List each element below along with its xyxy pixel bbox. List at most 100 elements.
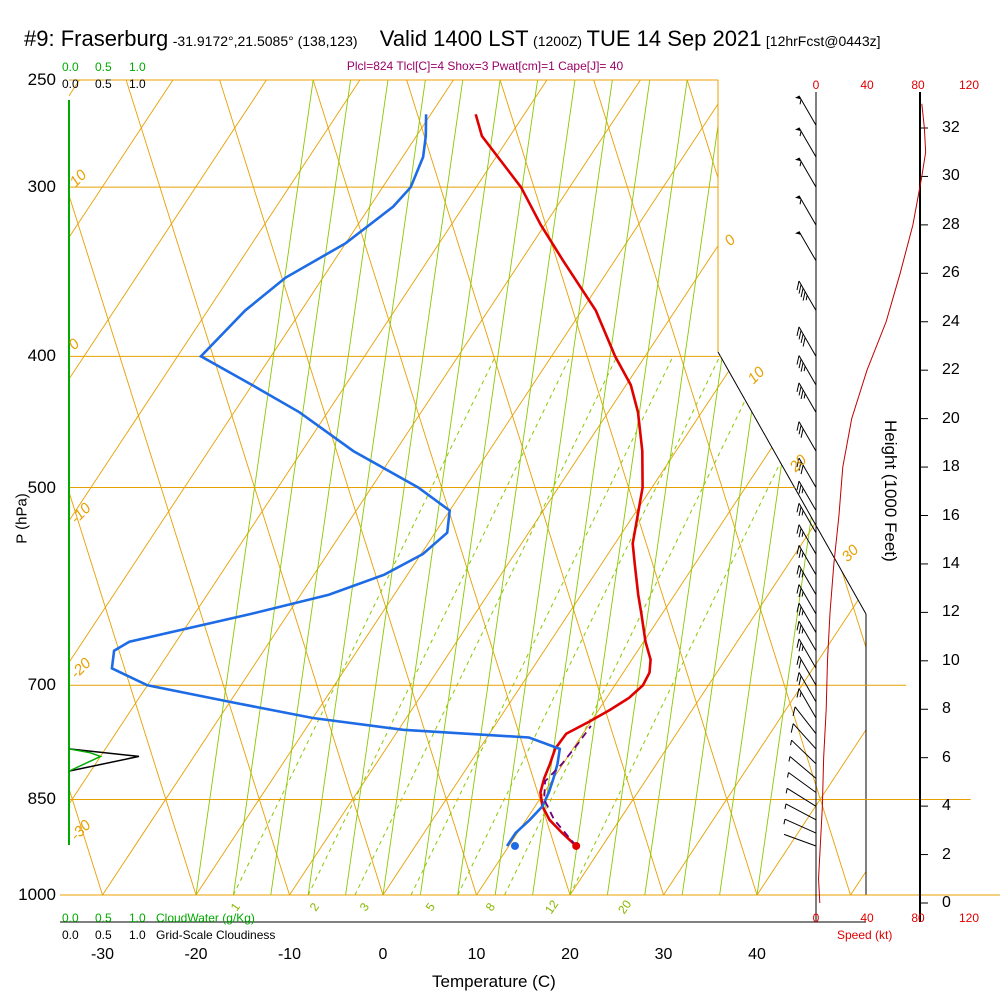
wind-barb: [796, 564, 817, 595]
cloudwater-axis-title: CloudWater (g/Kg): [156, 911, 255, 925]
cloudwater-top-tick: 0.5: [95, 60, 112, 74]
wind-barb: [795, 157, 817, 188]
height-tick-label: 26: [942, 264, 960, 282]
speed-axis-title: Speed (kt): [837, 928, 893, 942]
pressure-tick-label: 250: [27, 70, 56, 89]
wind-barb: [796, 457, 817, 488]
height-tick-label: 8: [942, 700, 951, 718]
pressure-tick-label: 850: [27, 789, 56, 809]
height-axis-title: Height (1000 Feet): [881, 420, 900, 562]
wind-barb: [796, 672, 817, 703]
mixing-ratio-line: [232, 356, 496, 895]
valid-time: Valid 1400 LST: [379, 26, 529, 51]
isotherm-line: [663, 80, 866, 895]
cloudwater-bottom-tick: 0.5: [95, 911, 112, 925]
isotherm-line: [69, 80, 267, 895]
speed-bottom-tick-label: 0: [812, 911, 820, 925]
cloudiness-top-tick: 1.0: [129, 77, 146, 91]
speed-top-tick-label: 120: [959, 78, 980, 92]
wind-barb: [796, 421, 817, 452]
height-tick-label: 4: [942, 797, 951, 815]
wind-barb: [795, 231, 817, 262]
pressure-tick-label: 1000: [18, 885, 56, 904]
pressure-tick-label: 400: [27, 346, 56, 366]
mixing-ratio-line: [457, 356, 721, 895]
wind-barb: [796, 524, 817, 555]
wind-barb: [796, 480, 817, 511]
mixing-ratio-line: [354, 356, 618, 895]
mixing-ratio-line: [504, 356, 768, 895]
temperature-tick-label: 0: [378, 946, 388, 963]
wind-barb: [796, 545, 817, 576]
x-axis-title: Temperature (C): [432, 972, 556, 991]
speed-bottom-tick-label: 80: [911, 911, 925, 925]
cloudwater-bottom-tick: 1.0: [129, 911, 146, 925]
temperature-tick-label: -30: [90, 946, 115, 963]
wind-barb: [792, 706, 817, 734]
wind-barb: [788, 756, 817, 779]
surface-dewpoint-point: [510, 841, 519, 850]
isotherm-line: [850, 80, 866, 895]
temperature-tick-label: -10: [277, 946, 302, 963]
cloudiness-bottom-tick: 0.5: [95, 928, 112, 942]
isotherm-line: [69, 80, 174, 895]
temperature-tick-label: 40: [748, 946, 766, 963]
wind-barb: [790, 739, 817, 765]
mixing-ratio-line: [307, 356, 571, 895]
speed-top-tick-label: 80: [911, 78, 925, 92]
temperature-line: [474, 113, 652, 847]
height-tick-label: 24: [942, 312, 960, 330]
cloudwater-top-tick: 1.0: [129, 60, 146, 74]
wind-barb: [783, 833, 817, 847]
parcel-trace-line: [543, 725, 592, 847]
height-tick-label: 18: [942, 458, 960, 476]
height-tick-label: 12: [942, 603, 960, 621]
wind-barb: [796, 503, 817, 533]
wind-barb: [796, 688, 817, 719]
dewpoint-line: [110, 114, 562, 847]
height-tick-label: 32: [942, 119, 960, 136]
speed-top-tick-label: 0: [812, 78, 820, 92]
cloudwater-top-tick: 0.0: [62, 60, 79, 74]
zulu-time: (1200Z): [533, 33, 583, 49]
wind-barb: [790, 723, 817, 750]
skew-boundary-line: [717, 351, 867, 615]
wind-barb: [783, 818, 817, 834]
wind-barb: [796, 602, 817, 633]
station-name: #9: Fraserburg: [24, 26, 169, 51]
height-tick-label: 10: [942, 651, 960, 669]
height-tick-label: 0: [942, 894, 951, 911]
cloudwater-profile-line: [68, 748, 103, 772]
station-coords: -31.9172°,21.5085° (138,123): [172, 33, 358, 49]
height-tick-label: 28: [942, 215, 960, 233]
mixing-ratio-line: [569, 356, 833, 895]
forecast-date: TUE 14 Sep 2021: [586, 26, 762, 51]
temperature-tick-label: 20: [561, 946, 579, 963]
sounding-indices: Plcl=824 Tlcl[C]=4 Shox=3 Pwat[cm]=1 Cap…: [346, 59, 624, 73]
wind-barb: [795, 195, 817, 226]
pressure-tick-label: 300: [27, 177, 56, 197]
wind-barb: [795, 95, 817, 126]
wind-barb: [796, 638, 817, 669]
wind-barb: [787, 772, 817, 793]
cloudiness-top-tick: 0.5: [95, 77, 112, 91]
speed-top-tick-label: 40: [860, 78, 874, 92]
chart-header: #9: Fraserburg -31.9172°,21.5085° (138,1…: [24, 26, 881, 52]
wind-barb: [796, 382, 817, 413]
wind-barb: [785, 787, 817, 807]
isotherm-line: [944, 80, 1000, 895]
cloudiness-axis-title: Grid-Scale Cloudiness: [156, 928, 276, 942]
height-tick-label: 6: [942, 748, 951, 766]
wind-barb: [796, 655, 817, 686]
height-tick-label: 22: [942, 361, 960, 379]
speed-bottom-tick-label: 120: [959, 911, 980, 925]
cloudwater-bottom-tick: 0.0: [62, 911, 79, 925]
wind-barb: [795, 127, 817, 158]
surface-temperature-point: [572, 841, 581, 850]
dry-adiabat-line: [69, 80, 197, 895]
isotherm-line: [756, 80, 866, 895]
pressure-tick-label: 700: [27, 675, 56, 695]
temperature-tick-label: 10: [467, 946, 486, 963]
forecast-run: [12hrFcst@0443z]: [765, 33, 881, 49]
